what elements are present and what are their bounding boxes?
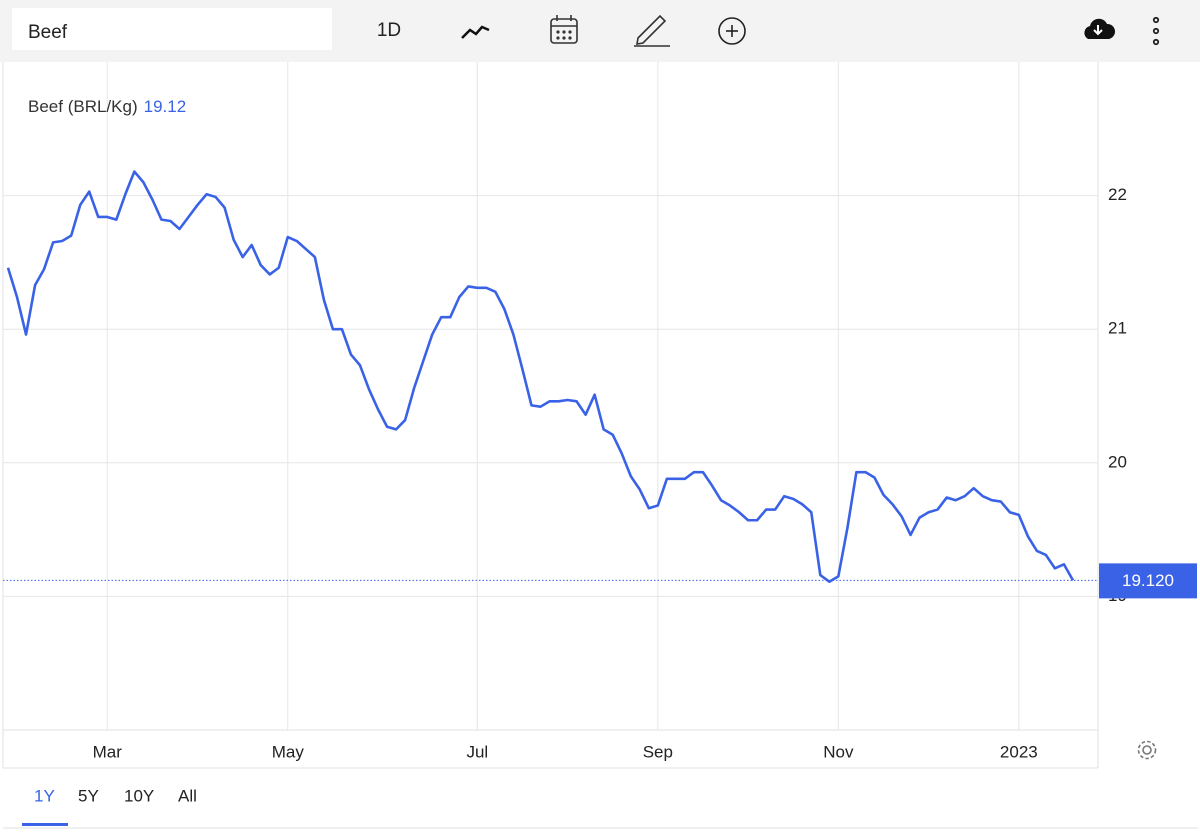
- add-icon[interactable]: [718, 17, 746, 45]
- title-text: Beef (BRL/Kg): [28, 97, 138, 116]
- settings-icon[interactable]: [1137, 740, 1157, 760]
- range-button[interactable]: All: [178, 786, 197, 805]
- last-value: 19.12: [144, 97, 187, 116]
- interval-button[interactable]: 1D: [377, 20, 401, 41]
- grid: 19202122MarMayJulSepNov2023: [3, 62, 1127, 761]
- range-selector: 1Y 5Y 10Y All: [22, 786, 197, 826]
- x-tick-label: May: [272, 742, 305, 761]
- calendar-icon[interactable]: [550, 15, 578, 44]
- plot: 19.120: [3, 170, 1197, 599]
- x-tick-label: Jul: [466, 742, 488, 761]
- y-tick-label: 22: [1108, 185, 1127, 204]
- range-button[interactable]: 5Y: [78, 786, 99, 805]
- range-button[interactable]: 10Y: [124, 786, 154, 805]
- y-tick-label: 21: [1108, 319, 1127, 338]
- search-text[interactable]: Beef: [28, 22, 68, 43]
- y-tick-label: 20: [1108, 452, 1127, 471]
- price-box: [1099, 563, 1197, 599]
- x-tick-label: Nov: [823, 742, 854, 761]
- price-label: 19.120: [1122, 571, 1174, 590]
- x-tick-label: Mar: [93, 742, 123, 761]
- chart-title: Beef (BRL/Kg) 19.12: [28, 97, 186, 116]
- x-tick-label: 2023: [1000, 742, 1038, 761]
- draw-icon[interactable]: [634, 14, 670, 47]
- search-box[interactable]: [12, 8, 332, 50]
- range-button[interactable]: 1Y: [34, 786, 55, 805]
- x-tick-label: Sep: [643, 742, 673, 761]
- menu-icon[interactable]: [1152, 16, 1160, 46]
- price-line: [6, 170, 1075, 583]
- chart-type-icon[interactable]: [461, 25, 490, 39]
- download-icon[interactable]: [1084, 18, 1116, 39]
- active-range-underline: [22, 823, 68, 826]
